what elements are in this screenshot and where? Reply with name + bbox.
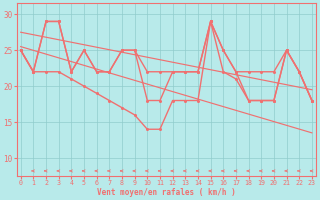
X-axis label: Vent moyen/en rafales ( km/h ): Vent moyen/en rafales ( km/h ) [97, 188, 236, 197]
